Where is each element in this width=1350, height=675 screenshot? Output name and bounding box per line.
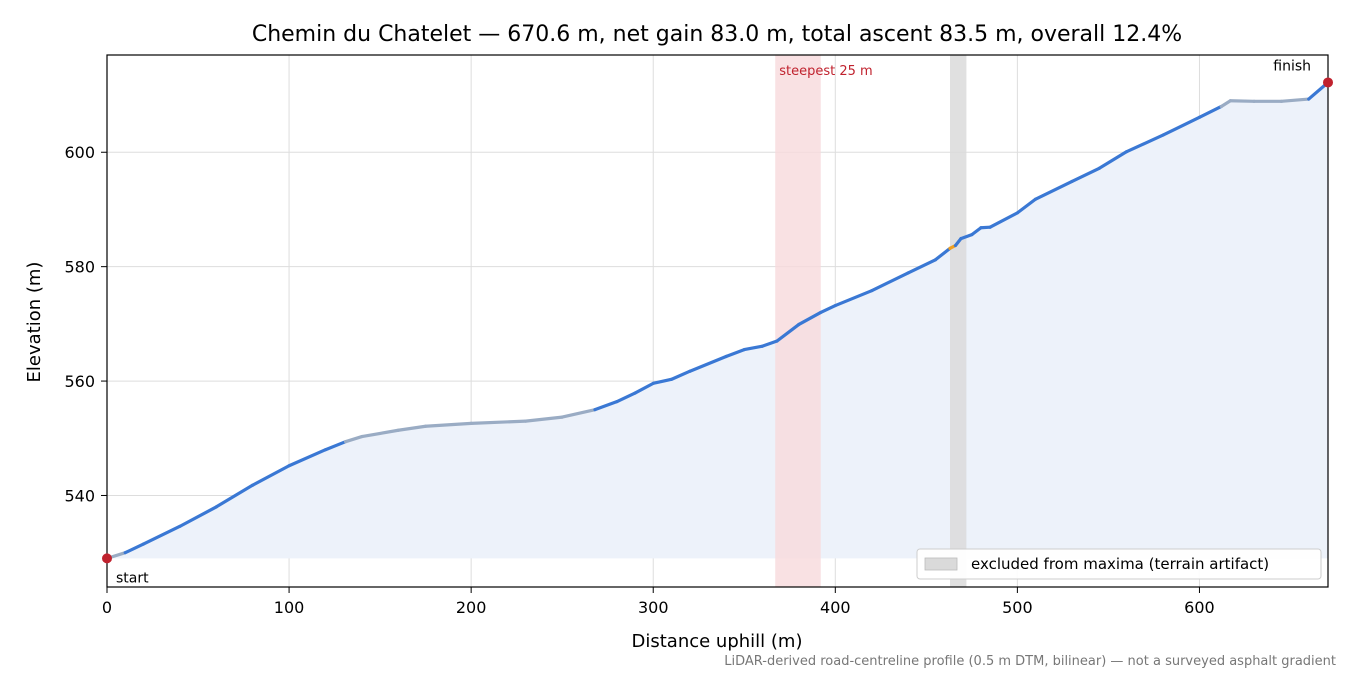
x-tick-label: 0 xyxy=(102,598,112,617)
profile-line-segment xyxy=(1033,179,1074,201)
profile-line-segment xyxy=(819,303,837,315)
profile-line-segment xyxy=(141,524,182,546)
y-tick-label: 560 xyxy=(64,372,95,391)
profile-line-segment xyxy=(396,424,428,432)
x-axis-label: Distance uphill (m) xyxy=(632,631,803,652)
profile-line-segment xyxy=(988,211,1019,229)
x-tick-label: 600 xyxy=(1184,598,1215,617)
profile-line-segment xyxy=(1070,166,1101,184)
profile-line-segment xyxy=(1125,133,1165,154)
profile-line-segment xyxy=(669,369,692,381)
profile-line-segment xyxy=(524,415,564,423)
legend-swatch-excluded xyxy=(924,557,958,571)
x-tick-label: 200 xyxy=(456,598,487,617)
profile-line-segment xyxy=(1279,97,1311,103)
profile-line-segment xyxy=(593,400,619,412)
profile-line-segment xyxy=(1015,197,1038,215)
footnote: LiDAR-derived road-centreline profile (0… xyxy=(724,654,1336,669)
profile-area-fill xyxy=(107,82,1328,559)
profile-line-segment xyxy=(214,483,255,509)
profile-line-segment xyxy=(360,428,400,439)
x-tick-label: 100 xyxy=(274,598,305,617)
plot-frame xyxy=(106,54,1329,588)
x-tick-label: 300 xyxy=(638,598,669,617)
profile-line-segment xyxy=(1228,99,1256,103)
profile-line-segment xyxy=(615,391,637,404)
profile-line-segment xyxy=(633,381,655,395)
profile-line-segment xyxy=(560,408,597,419)
profile-line-segment xyxy=(287,448,328,468)
finish-point xyxy=(1323,77,1333,88)
y-tick-label: 600 xyxy=(64,143,95,162)
profile-line-segment xyxy=(1097,150,1129,170)
profile-line-segment xyxy=(123,542,146,555)
profile-line-segment xyxy=(343,434,364,444)
profile-line-segment xyxy=(742,344,765,352)
profile-line-segment xyxy=(1197,104,1223,119)
y-tick-label: 580 xyxy=(64,258,95,277)
start-point xyxy=(102,553,112,564)
chart-title: Chemin du Chatelet — 670.6 m, net gain 8… xyxy=(252,22,1182,47)
profile-line-segment xyxy=(760,339,779,348)
profile-line-segment xyxy=(323,440,348,452)
profile-line-segment xyxy=(833,289,874,308)
profile-line-segment xyxy=(870,271,910,293)
x-tick-label: 400 xyxy=(820,598,851,617)
y-axis-label: Elevation (m) xyxy=(24,262,45,383)
excluded-band xyxy=(950,55,967,587)
profile-line-segment xyxy=(1219,99,1233,109)
legend-label-excluded: excluded from maxima (terrain artifact) xyxy=(971,555,1269,573)
profile-line-segment xyxy=(724,348,746,359)
profile-line-segment xyxy=(251,464,291,487)
profile-line-segment xyxy=(424,421,473,428)
profile-line-segment xyxy=(651,377,674,385)
start-label: start xyxy=(116,570,149,586)
x-tick-label: 500 xyxy=(1002,598,1033,617)
steepest-label: steepest 25 m xyxy=(779,64,872,79)
legend-box xyxy=(916,548,1322,580)
profile-line-segment xyxy=(1161,115,1202,137)
profile-line-segment xyxy=(906,258,938,275)
finish-label: finish xyxy=(1273,58,1311,74)
plot-area: 0 100 200 300 400 500 600 540 560 580 600 start fini… xyxy=(64,54,1333,617)
profile-line-segment xyxy=(933,246,952,262)
profile-line-segment xyxy=(970,226,983,237)
profile-line-segment xyxy=(959,233,974,241)
profile-line-segment xyxy=(688,354,728,373)
steepest-band xyxy=(775,55,821,587)
y-tick-label: 540 xyxy=(64,486,95,505)
profile-line-segment xyxy=(469,419,528,425)
profile-line-segment xyxy=(797,310,823,327)
profile-line-segment xyxy=(178,505,218,528)
profile-line-segment xyxy=(775,322,801,343)
